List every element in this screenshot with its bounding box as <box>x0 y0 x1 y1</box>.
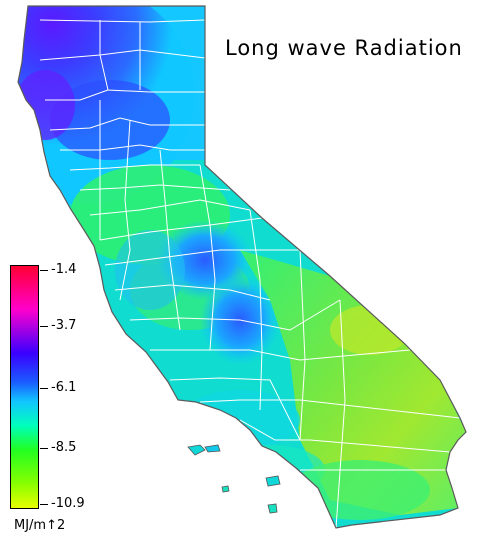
scale-tick <box>40 388 48 389</box>
scale-tick <box>40 326 48 327</box>
units-label: MJ/m↑2 <box>14 518 66 533</box>
map-title: Long wave Radiation <box>225 36 463 60</box>
scale-label: -3.7 <box>51 318 77 333</box>
scale-tick <box>40 270 48 271</box>
channel-islands <box>187 444 281 514</box>
county-lines <box>39 19 461 528</box>
scale-label-min: -10.9 <box>51 496 85 511</box>
scale-tick <box>40 504 48 505</box>
scale-label: -8.5 <box>51 440 77 455</box>
color-scale-bar <box>10 265 39 509</box>
scale-label-max: -1.4 <box>51 262 77 277</box>
scale-tick <box>40 448 48 449</box>
state-outline <box>17 5 467 529</box>
scale-label: -6.1 <box>51 380 77 395</box>
